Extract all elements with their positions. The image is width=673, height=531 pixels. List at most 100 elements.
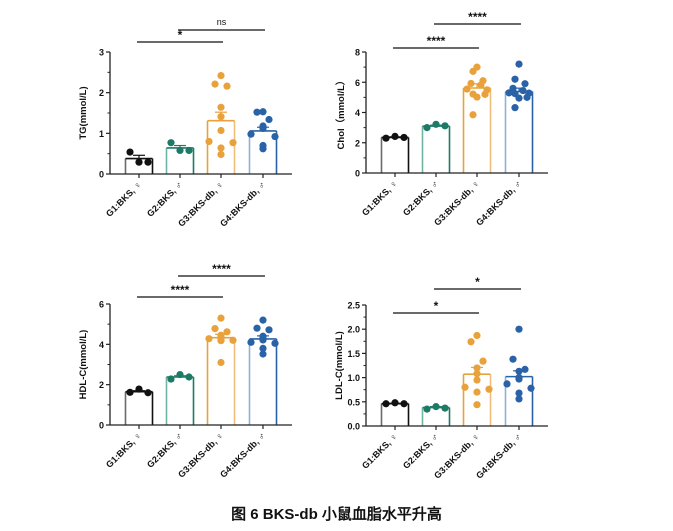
y-tick-label-hdl: 2	[99, 380, 104, 390]
chart-panel-ldl: 0.0 0.5 1.0 1.5 2.0 2.5 LDL-C(mmol/L) G1:BKS, ♀…	[334, 275, 548, 481]
data-point-hdl-g2	[176, 370, 184, 379]
significance-label-tg: *	[178, 28, 183, 42]
y-tick-label-ldl: 1.5	[347, 349, 360, 359]
data-point-tg-g3	[217, 113, 225, 121]
data-point-ldl-g4	[515, 325, 523, 333]
y-tick-label-chol: 8	[355, 48, 360, 58]
data-point-hdl-g3	[217, 337, 225, 345]
bar-chol-g1	[380, 136, 410, 173]
data-point-tg-g2	[167, 139, 175, 147]
bar-chol-g3	[462, 87, 492, 173]
data-point-ldl-g3	[473, 388, 481, 396]
data-point-ldl-g4	[527, 384, 535, 392]
x-tick-label-chol: G2:BKS, ♂	[401, 178, 440, 217]
bar-hdl-g1	[124, 390, 154, 425]
data-point-chol-g3	[477, 81, 485, 89]
data-point-chol-g4	[505, 89, 513, 97]
y-tick-label-ldl: 2.5	[347, 301, 360, 311]
y-tick-label-ldl: 0.0	[347, 422, 360, 432]
data-point-hdl-g2	[167, 375, 175, 383]
data-point-chol-g2	[441, 122, 449, 130]
bar-chol-g2	[421, 125, 451, 173]
data-point-hdl-g4	[259, 344, 267, 352]
data-point-ldl-g3	[473, 370, 481, 378]
data-point-ldl-g3	[473, 364, 481, 372]
data-point-chol-g4	[519, 86, 527, 95]
y-tick-label-tg: 3	[99, 48, 104, 58]
data-point-chol-g2	[423, 124, 431, 132]
data-point-hdl-g4	[259, 336, 267, 344]
x-tick-label-hdl: G4:BKS-db, ♂	[218, 430, 267, 479]
data-point-ldl-g3	[479, 357, 487, 365]
y-axis-label-tg: TG(mmol/L)	[78, 86, 89, 139]
data-point-tg-g3	[217, 103, 225, 111]
y-tick-label-tg: 1	[99, 129, 104, 139]
data-point-hdl-g3	[217, 314, 225, 322]
figure-caption: 图 6 BKS-db 小鼠血脂水平升高	[231, 506, 442, 523]
data-point-hdl-g4	[265, 326, 273, 334]
y-tick-label-chol: 4	[355, 108, 360, 118]
data-point-chol-g1	[382, 134, 390, 142]
data-point-ldl-g3	[461, 383, 469, 391]
data-point-ldl-g2	[441, 404, 449, 412]
data-point-tg-g3	[217, 150, 225, 159]
data-point-hdl-g2	[185, 373, 193, 381]
data-point-hdl-g4	[259, 350, 267, 358]
data-point-ldl-g4	[509, 355, 517, 363]
data-point-ldl-g4	[503, 380, 511, 388]
data-point-hdl-g3	[229, 336, 237, 344]
y-axis-label-chol: Chol（mmol/L）	[335, 76, 347, 150]
bar-chol-g4	[504, 90, 534, 173]
data-point-tg-g2	[185, 146, 193, 155]
data-point-ldl-g3	[473, 376, 481, 384]
significance-label-hdl: ****	[171, 283, 190, 297]
x-tick-label-chol: G4:BKS-db, ♂	[474, 178, 523, 227]
x-tick-label-hdl: G2:BKS, ♂	[145, 430, 184, 469]
data-point-tg-g2	[176, 146, 184, 155]
y-tick-label-hdl: 4	[99, 340, 104, 350]
x-tick-label-tg: G1:BKS, ♀	[104, 179, 143, 218]
error-bar-tg-g1	[133, 154, 145, 159]
data-point-tg-g4	[271, 132, 279, 141]
data-point-hdl-g1	[144, 389, 152, 397]
y-tick-label-chol: 6	[355, 78, 360, 88]
data-point-tg-g3	[217, 144, 225, 152]
data-point-ldl-g4	[521, 365, 529, 373]
data-point-chol-g2	[432, 120, 440, 128]
x-tick-label-ldl: G2:BKS, ♂	[401, 431, 440, 470]
data-point-tg-g4	[259, 108, 267, 116]
significance-label-tg: ns	[217, 17, 227, 27]
data-point-chol-g3	[469, 67, 477, 75]
data-point-ldl-g4	[515, 367, 523, 375]
data-point-ldl-g3	[467, 338, 475, 346]
data-point-hdl-g4	[247, 338, 255, 346]
data-point-tg-g1	[135, 158, 143, 166]
data-point-ldl-g2	[432, 403, 440, 411]
data-point-tg-g1	[126, 148, 134, 156]
data-point-ldl-g3	[485, 385, 493, 393]
data-point-tg-g3	[223, 82, 231, 90]
data-point-chol-g3	[469, 111, 477, 119]
data-point-chol-g3	[467, 79, 475, 88]
data-point-chol-g3	[481, 90, 489, 98]
y-tick-label-chol: 0	[355, 169, 360, 179]
bar-hdl-g2	[165, 376, 195, 425]
data-point-chol-g3	[463, 85, 471, 93]
data-point-tg-g3	[229, 139, 237, 147]
significance-label-chol: ****	[427, 34, 446, 48]
significance-label-hdl: ****	[212, 262, 231, 276]
data-point-tg-g3	[205, 137, 213, 146]
data-point-tg-g3	[217, 71, 225, 80]
data-point-hdl-g3	[223, 328, 231, 336]
x-tick-label-ldl: G1:BKS, ♀	[360, 431, 399, 470]
data-point-ldl-g1	[400, 400, 408, 408]
data-point-hdl-g1	[135, 385, 143, 393]
data-point-ldl-g1	[382, 400, 390, 408]
data-point-chol-g4	[515, 60, 523, 68]
data-point-tg-g4	[259, 145, 267, 153]
data-point-ldl-g1	[391, 399, 399, 407]
